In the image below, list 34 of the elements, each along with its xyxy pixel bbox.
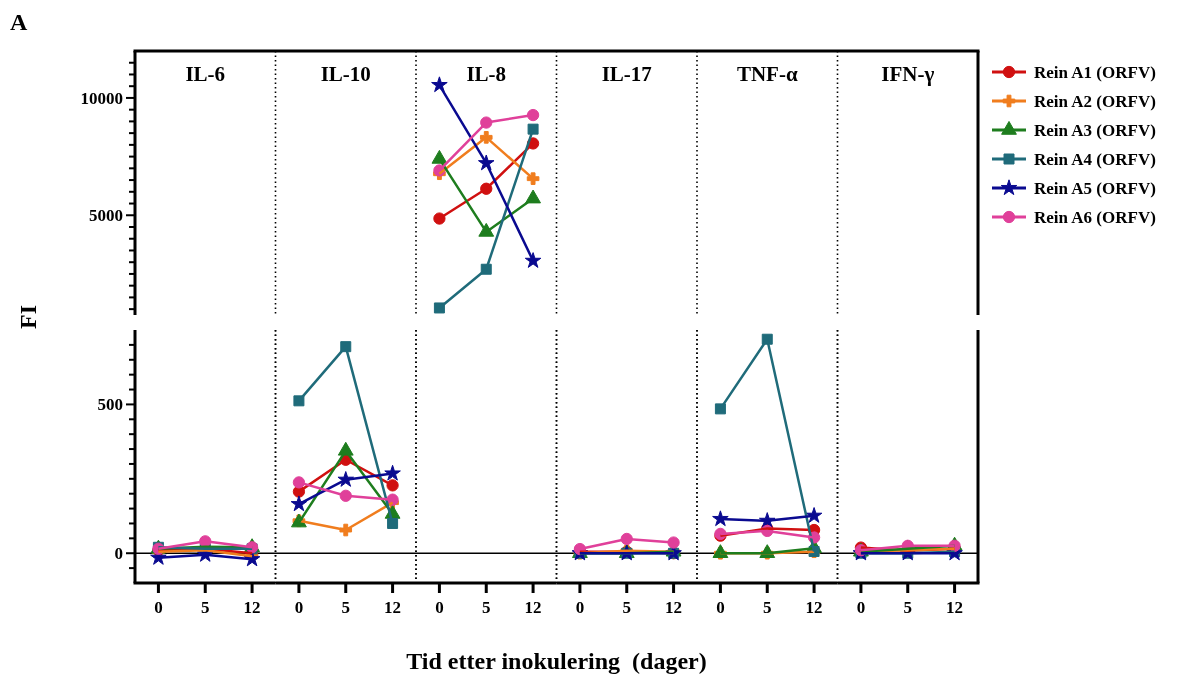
x-tick-label: 12 [243,598,261,617]
x-tick-label: 0 [575,598,585,617]
x-tick-label: 12 [805,598,823,617]
x-tick-label: 0 [716,598,725,617]
text: IL-8 [466,62,507,86]
y-tick-label: 10000 [80,88,123,108]
y-axis-title: FI [15,305,41,329]
legend-label: Rein A5 (ORFV) [1034,178,1156,198]
legend-label: Rein A4 (ORFV) [1034,149,1156,169]
x-axis-title: Tid etter inokulering (dager) [406,648,707,674]
x-tick-label: 12 [946,598,964,617]
y-tick-label: 0 [114,544,123,564]
x-tick-label: 0 [856,598,866,617]
legend-label: Rein A1 (ORFV) [1034,62,1156,82]
chart-title: IL-6 [185,62,226,86]
x-tick-label: 0 [154,598,163,617]
chart-title: TNF-α [736,62,798,86]
x-tick-label: 5 [903,598,912,617]
x-tick-label: 0 [294,598,304,617]
x-tick-label: 5 [201,598,210,617]
chart-title: IL-17 [601,62,652,86]
x-tick-label: 12 [384,598,402,617]
x-tick-label: 5 [622,598,631,617]
legend-label: Rein A2 (ORFV) [1034,91,1156,111]
x-tick-label: 5 [763,598,772,617]
x-tick-label: 12 [665,598,683,617]
y-tick-label: 500 [97,395,123,415]
legend-label: Rein A6 (ORFV) [1034,207,1156,227]
y-tick-label: 5000 [89,206,123,226]
text: A [10,9,28,35]
chart-title: IFN-γ [881,62,935,86]
chart-title: IL-10 [320,62,371,86]
x-tick-label: 5 [341,598,350,617]
legend-label: Rein A3 (ORFV) [1034,120,1156,140]
